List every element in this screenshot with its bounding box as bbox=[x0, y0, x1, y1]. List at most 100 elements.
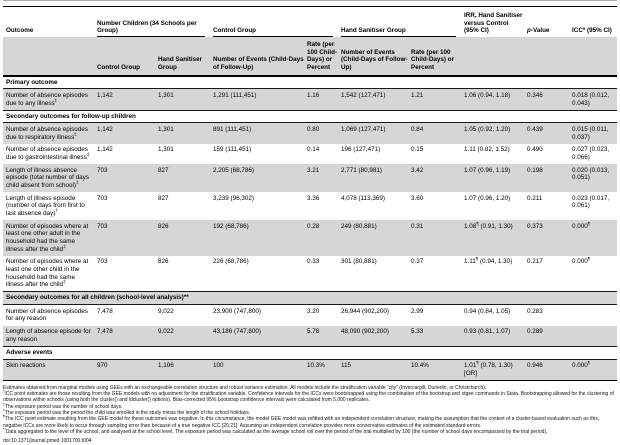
cell-sanitiser-rate: 0.37 bbox=[411, 258, 424, 266]
table-row: Length of absence episode for any reason… bbox=[3, 325, 618, 347]
table-row: Number of episodes where at least one ot… bbox=[3, 256, 617, 292]
col-group-control: Control Group bbox=[213, 6, 341, 38]
cell-icc: 0.027 (0.023, 0.066) bbox=[572, 146, 610, 161]
cell-n-sanitiser: 9,022 bbox=[158, 307, 174, 315]
cell-n-control: 7,478 bbox=[97, 325, 158, 347]
cell-sanitiser-rate: 3.42 bbox=[411, 164, 465, 193]
cell-n-sanitiser: 826 bbox=[158, 220, 213, 256]
cell-irr: 0.93 (0.81, 1.07) bbox=[464, 325, 528, 347]
cell-irr: 1.11 (0.82, 1.52) bbox=[464, 146, 510, 154]
col-subheader-sanitiser-group: Hand Sanitiser Group bbox=[158, 37, 213, 77]
col-subheader-control-rate: Rate (per 100 Child-Days) or Percent bbox=[307, 37, 341, 77]
cell-sanitiser-events: 1,542 (127,471) bbox=[341, 88, 411, 111]
cell-sanitiser-events: 48,090 (902,200) bbox=[341, 325, 411, 347]
cell-control-rate: 0.33 bbox=[307, 258, 320, 266]
cell-irr: 1.07 (0.96, 1.19) bbox=[464, 164, 528, 193]
cell-p-value: 0.946 bbox=[527, 359, 573, 381]
col-group-hand-sanitiser: Hand Sanitiser Group bbox=[341, 6, 465, 38]
cell-outcome: Number of episodes where at least one ot… bbox=[6, 258, 89, 289]
cell-control-events: 192 (68,786) bbox=[213, 220, 307, 256]
footnote: †The exposure period was the period the … bbox=[3, 408, 251, 417]
cell-sanitiser-rate: 1.21 bbox=[411, 88, 465, 111]
col-header-outcome: Outcome bbox=[3, 6, 97, 38]
cell-outcome: Length of illness absence episode (total… bbox=[3, 164, 97, 193]
cell-irr: 1.05 (0.92, 1.20) bbox=[464, 122, 528, 144]
col-group-number-children: Number Children (34 Schools per Group) bbox=[97, 6, 213, 38]
cell-control-events: 2,205 (68,786) bbox=[213, 164, 307, 193]
table-row: Length of illness episode (number of day… bbox=[3, 192, 617, 220]
cell-n-sanitiser: 826 bbox=[158, 258, 169, 266]
cell-n-control: 703 bbox=[97, 220, 158, 256]
table-body: Primary outcome Number of absence episode… bbox=[3, 75, 618, 381]
cell-sanitiser-rate: 0.84 bbox=[411, 122, 465, 144]
cell-outcome: Length of absence episode for any reason bbox=[3, 325, 97, 347]
cell-control-rate: 1.16 bbox=[307, 88, 341, 111]
cell-n-control: 7,478 bbox=[97, 307, 113, 315]
section-label: Primary outcome bbox=[3, 75, 618, 90]
cell-icc bbox=[572, 305, 617, 326]
cell-control-rate: 3.36 bbox=[307, 194, 320, 202]
cell-irr: 1.06 (0.94, 1.18) bbox=[464, 88, 528, 111]
cell-outcome: Number of absence episodes due to gastro… bbox=[6, 146, 90, 161]
cell-n-control: 1,142 bbox=[97, 122, 158, 144]
cell-sanitiser-rate: 3.60 bbox=[411, 194, 424, 202]
cell-control-events: 3,239 (96,302) bbox=[213, 194, 254, 202]
header-spacer bbox=[572, 37, 618, 77]
results-table: Outcome Number Children (34 Schools per … bbox=[3, 6, 618, 381]
cell-control-events: 891 (111,451) bbox=[213, 122, 307, 144]
cell-sanitiser-rate: 0.31 bbox=[411, 220, 465, 256]
footnote: Estimates obtained from marginal models … bbox=[3, 384, 487, 391]
col-subheader-sanitiser-rate: Rate (per 100 Child-Days) or Percent bbox=[411, 37, 465, 77]
cell-icc: 0.018 (0.012, 0.043) bbox=[572, 88, 618, 111]
cell-irr: 0.94 (0.84, 1.05) bbox=[464, 307, 511, 315]
col-subheader-control-events: Number of Events (Child-Days of Follow-U… bbox=[213, 37, 307, 77]
cell-p-value: 0.439 bbox=[527, 122, 573, 144]
cell-control-events: 100 bbox=[213, 359, 307, 381]
cell-sanitiser-rate: 5.33 bbox=[411, 325, 465, 347]
cell-icc: 0.000¶ bbox=[572, 220, 618, 256]
header-spacer bbox=[3, 37, 97, 77]
cell-control-rate: 0.14 bbox=[307, 146, 320, 154]
table-row: Number of absence episodes due to any il… bbox=[3, 88, 618, 111]
cell-n-sanitiser: 1,301 bbox=[158, 122, 213, 144]
cell-sanitiser-events: 26,944 (902,200) bbox=[341, 307, 389, 315]
cell-control-rate: 3.20 bbox=[307, 307, 320, 315]
header-spacer bbox=[527, 37, 573, 77]
cell-n-control: 703 bbox=[97, 164, 158, 193]
table-row: Skin reactions 970 1,106 100 10.3% 115 10.4% 1.… bbox=[3, 359, 618, 381]
section-label: Secondary outcomes for all children (sch… bbox=[3, 291, 618, 306]
doi-line: doi:10.1371/journal.pmed.1001700.t004 bbox=[3, 438, 92, 445]
col-header-icc: ICC* (95% CI) bbox=[572, 6, 618, 38]
page-top-rule bbox=[3, 0, 617, 6]
cell-sanitiser-rate: 10.4% bbox=[411, 359, 465, 381]
cell-p-value: 0.289 bbox=[527, 325, 573, 347]
cell-p-value: 0.217 bbox=[527, 258, 543, 266]
col-header-p-value: p-Value bbox=[527, 6, 573, 38]
cell-sanitiser-rate: 0.15 bbox=[411, 146, 424, 154]
cell-sanitiser-events: 249 (80,881) bbox=[341, 220, 411, 256]
cell-control-events: 1,291 (111,451) bbox=[213, 88, 307, 111]
cell-p-value: 0.198 bbox=[527, 164, 573, 193]
section-row: Adverse events bbox=[3, 345, 618, 360]
table-row: Number of episodes where at least one ot… bbox=[3, 220, 618, 256]
table-row: Number of absence episodes for any reaso… bbox=[3, 305, 617, 326]
cell-sanitiser-events: 1,069 (127,471) bbox=[341, 122, 411, 144]
cell-n-control: 970 bbox=[97, 359, 158, 381]
table-header: Outcome Number Children (34 Schools per … bbox=[3, 6, 618, 77]
cell-n-control: 1,142 bbox=[97, 146, 113, 154]
section-row: Primary outcome bbox=[3, 75, 618, 90]
cell-outcome: Skin reactions bbox=[3, 359, 97, 381]
cell-icc: 0.020 (0.013, 0.051) bbox=[572, 164, 618, 193]
cell-control-events: 43,186 (747,800) bbox=[213, 325, 307, 347]
cell-outcome: Number of absence episodes due to any il… bbox=[3, 88, 97, 111]
cell-control-rate: 10.3% bbox=[307, 359, 341, 381]
footnote: **Data aggregated to the level of the sc… bbox=[3, 427, 548, 435]
table-row: Number of absence episodes due to gastro… bbox=[3, 144, 617, 164]
cell-icc: 0.015 (0.011, 0.037) bbox=[572, 122, 618, 144]
cell-n-control: 1,142 bbox=[97, 88, 158, 111]
section-label: Secondary outcomes for follow-up childre… bbox=[3, 109, 618, 124]
cell-control-events: 159 (111,451) bbox=[213, 146, 252, 154]
cell-n-control: 703 bbox=[97, 194, 108, 202]
cell-sanitiser-events: 115 bbox=[341, 359, 411, 381]
cell-sanitiser-events: 196 (127,471) bbox=[341, 146, 381, 154]
